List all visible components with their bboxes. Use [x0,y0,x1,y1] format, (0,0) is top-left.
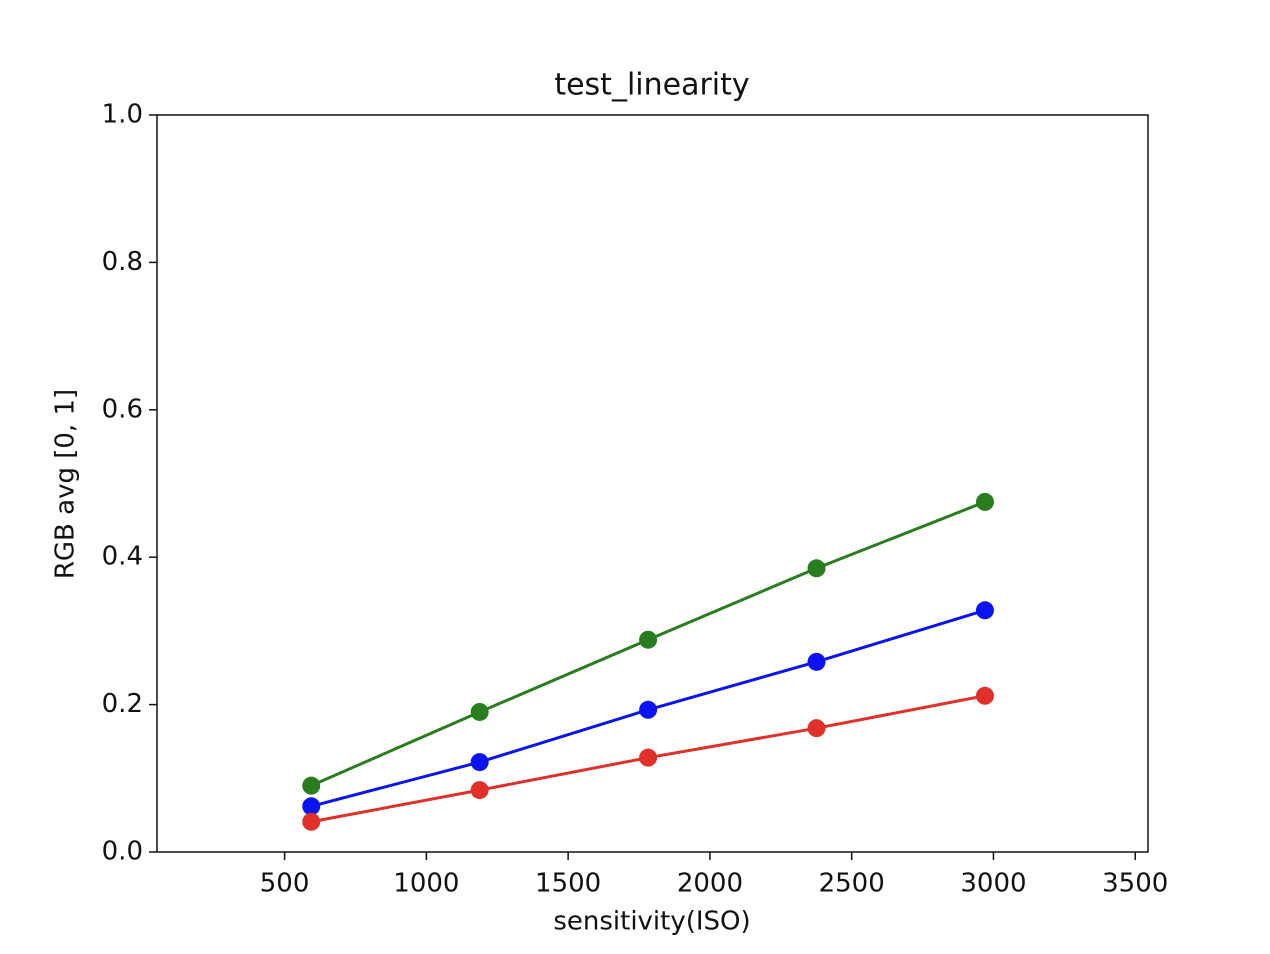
y-tick-label: 0.8 [102,247,143,277]
data-point [807,719,826,738]
data-point [807,559,826,578]
chart-title: test_linearity [554,68,749,103]
x-axis-label: sensitivity(ISO) [553,907,750,937]
data-point [639,700,658,719]
y-axis-label: RGB avg [0, 1] [51,389,81,579]
data-point [807,652,826,671]
data-point [639,748,658,767]
data-point [302,812,321,831]
x-tick-label: 1500 [535,869,601,899]
y-tick-label: 0.4 [102,542,143,572]
x-tick-label: 2500 [819,869,885,899]
data-point [975,686,994,705]
data-point [639,630,658,649]
plot-frame [156,114,1149,853]
data-point [470,753,489,772]
y-tick-label: 0.6 [102,394,143,424]
data-point [975,601,994,620]
x-tick-label: 2000 [677,869,743,899]
y-tick-label: 0.2 [102,689,143,719]
y-tick-label: 0.0 [102,837,143,867]
data-point [975,492,994,511]
x-tick-label: 500 [260,869,310,899]
x-tick-label: 1000 [393,869,459,899]
data-point [302,797,321,816]
data-point [302,776,321,795]
data-point [470,702,489,721]
y-tick-label: 1.0 [102,100,143,130]
x-tick-label: 3500 [1102,869,1168,899]
x-tick-label: 3000 [960,869,1026,899]
data-point [470,781,489,800]
